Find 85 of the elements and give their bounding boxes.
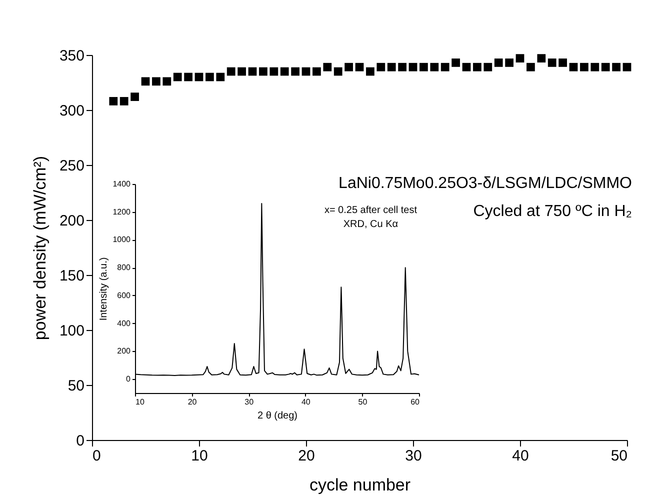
y-tick-label: 50 (68, 378, 84, 394)
point (601, 62, 610, 72)
y-tick-label: 1000 (112, 235, 132, 244)
annotation: Cycled at 750 ºC in H₂ (473, 203, 632, 220)
x-tick-label: 60 (410, 398, 420, 406)
point (569, 62, 578, 72)
point (526, 62, 535, 72)
point (612, 62, 620, 72)
y-tick-label: 350 (59, 48, 84, 64)
y-tick-label: 300 (59, 102, 84, 120)
point (558, 58, 567, 67)
annotation: XRD, Cu Kα (343, 219, 398, 230)
point (130, 92, 139, 101)
point (355, 62, 364, 72)
x-axis-title: 2 θ (deg) (257, 410, 298, 422)
point (238, 67, 246, 76)
point (440, 62, 450, 72)
point (334, 67, 342, 76)
point (387, 62, 396, 72)
x-axis-title: cycle number (309, 476, 411, 494)
x-tick-label: 20 (188, 398, 198, 406)
point (259, 67, 268, 76)
point (312, 67, 321, 76)
point (590, 62, 600, 72)
x-tick-label: 30 (405, 448, 422, 464)
point (270, 67, 278, 76)
y-tick-label: 400 (117, 318, 132, 328)
y-tick-label: 200 (59, 212, 84, 230)
y-tick-label: 0 (76, 432, 84, 450)
x-tick-label: 50 (358, 398, 368, 406)
point (248, 67, 257, 76)
y-tick-label: 100 (59, 322, 84, 340)
point (484, 62, 492, 72)
x-tick-label: 0 (92, 448, 101, 464)
point (537, 54, 546, 62)
y-axis-title: power density (mW/cm²) (30, 156, 50, 340)
y-tick-label: 250 (59, 158, 84, 174)
point (420, 62, 428, 72)
point (302, 67, 310, 76)
point (173, 72, 182, 82)
point (473, 62, 482, 72)
x-tick-label: 10 (191, 448, 208, 464)
y-tick-label: 1200 (112, 207, 132, 216)
point (162, 77, 172, 86)
point (184, 72, 192, 82)
x-tick-label: 10 (136, 398, 145, 406)
point (216, 72, 225, 82)
y-tick-label: 1400 (112, 180, 132, 188)
point (206, 72, 214, 82)
x-tick-label: 40 (512, 448, 529, 464)
point (548, 58, 556, 67)
x-tick-label: 30 (244, 398, 254, 406)
point (344, 62, 353, 72)
x-tick-label: 20 (298, 448, 315, 464)
point (494, 58, 503, 67)
point (323, 62, 332, 72)
y-tick-label: 200 (117, 346, 132, 356)
y-tick-label: 150 (59, 268, 84, 284)
point (580, 62, 588, 72)
y-axis-title: Intensity (a.u.) (98, 257, 110, 321)
point (226, 67, 236, 76)
point (408, 62, 418, 72)
point (505, 58, 514, 67)
y-tick-label: 800 (117, 263, 132, 272)
y-tick-label: 600 (117, 290, 132, 300)
point (430, 62, 439, 72)
point (109, 97, 118, 106)
point (194, 72, 204, 82)
point (120, 97, 128, 106)
point (152, 77, 160, 86)
point (141, 77, 150, 86)
x-tick-label: 40 (301, 398, 311, 406)
point (462, 62, 471, 72)
point (516, 54, 524, 62)
point (366, 67, 374, 76)
point (291, 67, 300, 76)
point (376, 62, 386, 72)
annotation: x= 0.25 after cell test (324, 205, 418, 216)
y-tick-label: 0 (126, 374, 132, 384)
point (280, 67, 289, 76)
annotation: LaNi0.75Mo0.25O3-δ/LSGM/LDC/SMMO (338, 175, 632, 192)
point (398, 62, 406, 72)
point (452, 58, 460, 67)
point (622, 62, 632, 72)
x-tick-label: 50 (610, 448, 628, 464)
